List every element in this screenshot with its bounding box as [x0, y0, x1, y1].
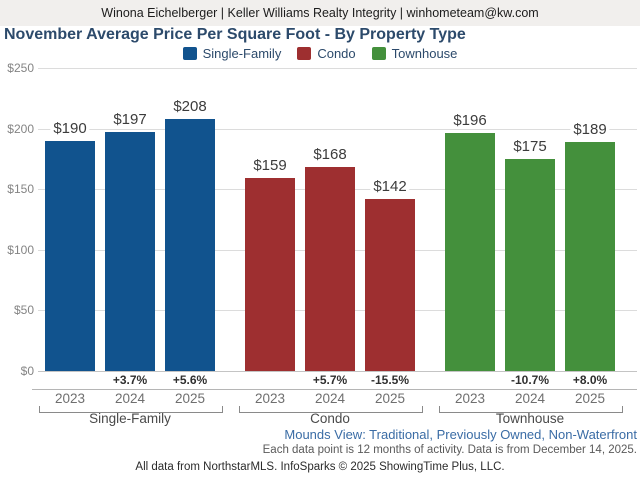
y-axis-label: $50 — [13, 303, 34, 318]
group-bracket — [239, 406, 423, 413]
bar-value-label: $208 — [170, 97, 210, 115]
gridline — [38, 371, 637, 372]
year-label: 2025 — [574, 391, 606, 406]
legend-label: Townhouse — [391, 45, 458, 61]
legend-item: Townhouse — [371, 45, 458, 61]
legend-swatch-icon — [297, 46, 312, 60]
bar — [505, 158, 555, 371]
legend-swatch-icon — [182, 46, 197, 60]
year-label: 2024 — [114, 391, 146, 406]
year-label: 2025 — [174, 391, 206, 406]
bar-value-label: $175 — [510, 137, 550, 155]
bar-value-label: $159 — [250, 157, 290, 175]
group-label: Condo — [310, 411, 350, 426]
group-bracket — [39, 406, 223, 413]
bar — [45, 140, 95, 371]
bar — [365, 198, 415, 371]
legend-label: Condo — [317, 45, 356, 61]
bar-value-label: $197 — [110, 111, 150, 129]
year-label: 2023 — [254, 391, 286, 406]
data-note-line: Each data point is 12 months of activity… — [262, 444, 637, 456]
bar-value-label: $196 — [450, 112, 490, 130]
bar — [445, 133, 495, 371]
pct-change-label: +5.6% — [172, 373, 208, 387]
bar — [165, 118, 215, 371]
year-label: 2025 — [374, 391, 406, 406]
bar-value-label: $142 — [370, 177, 410, 195]
y-axis-label: $100 — [7, 242, 34, 257]
chart-title: November Average Price Per Square Foot -… — [4, 26, 466, 43]
chart-legend: Single-Family Condo Townhouse — [0, 45, 640, 61]
y-axis-label: $250 — [7, 61, 34, 75]
bar — [245, 178, 295, 371]
agent-header-text: Winona Eichelberger | Keller Williams Re… — [101, 6, 539, 20]
year-label: 2024 — [514, 391, 546, 406]
pct-change-label: +5.7% — [312, 373, 348, 387]
group-label: Townhouse — [495, 411, 565, 426]
bar-value-label: $189 — [570, 120, 610, 138]
market-filter-line: Mounds View: Traditional, Previously Own… — [284, 427, 637, 442]
bar-value-label: $168 — [310, 146, 350, 164]
pct-change-label: +8.0% — [572, 373, 608, 387]
pct-change-label: -15.5% — [370, 373, 410, 387]
group-bracket — [439, 406, 623, 413]
axis-separator-line — [32, 389, 637, 390]
bar — [305, 167, 355, 371]
bar — [565, 141, 615, 371]
pct-change-label: +3.7% — [112, 373, 148, 387]
legend-item: Condo — [297, 45, 356, 61]
attribution-line: All data from NorthstarMLS. InfoSparks ©… — [135, 461, 505, 473]
year-label: 2023 — [54, 391, 86, 406]
group-label: Single-Family — [89, 411, 171, 426]
gridline — [38, 68, 637, 69]
y-axis-label: $200 — [7, 121, 34, 136]
pct-change-label: -10.7% — [510, 373, 550, 387]
legend-label: Single-Family — [202, 45, 282, 61]
bar-value-label: $190 — [50, 119, 90, 137]
y-axis-label: $150 — [7, 182, 34, 197]
year-label: 2023 — [454, 391, 486, 406]
legend-item: Single-Family — [182, 45, 282, 61]
agent-header-bar: Winona Eichelberger | Keller Williams Re… — [0, 0, 640, 26]
gridline — [38, 128, 637, 130]
bar — [105, 132, 155, 371]
year-label: 2024 — [314, 391, 346, 406]
legend-swatch-icon — [371, 46, 386, 60]
y-axis-label: $0 — [20, 364, 34, 378]
